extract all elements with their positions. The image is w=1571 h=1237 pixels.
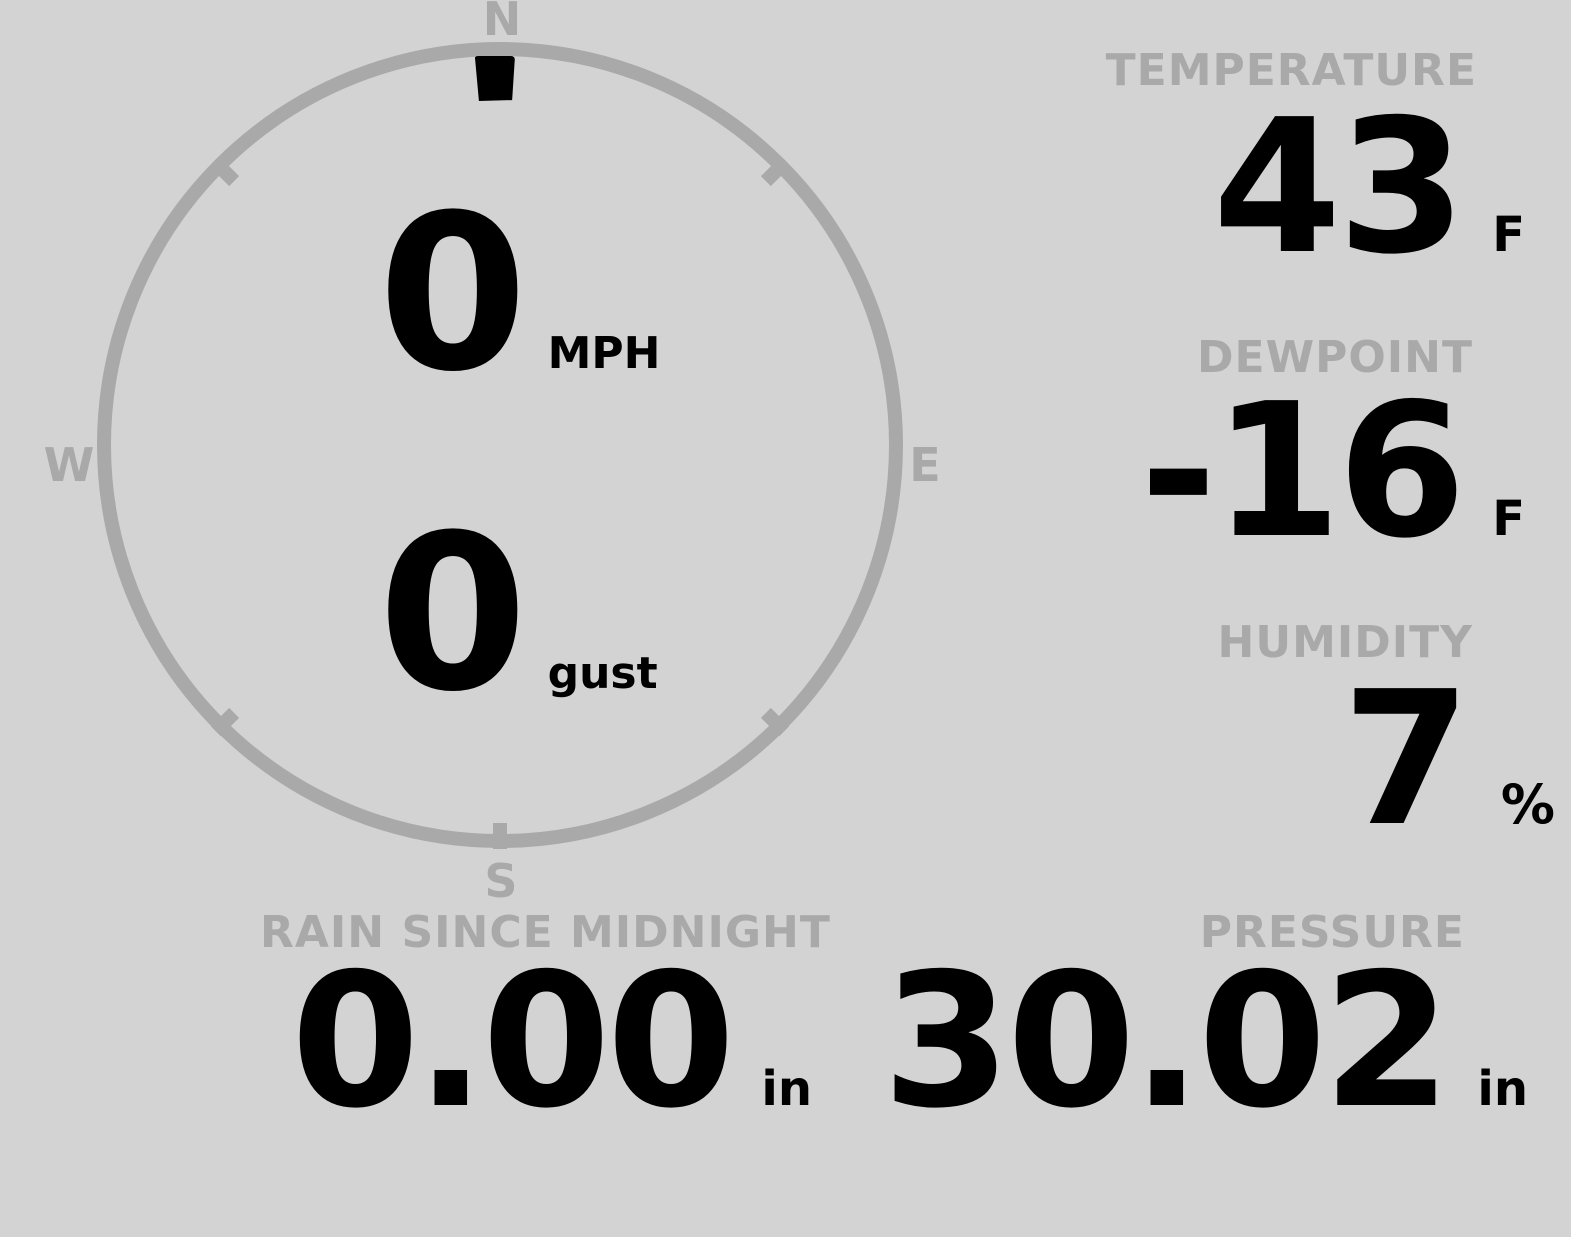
wind-direction-pointer-icon xyxy=(474,56,515,101)
dewpoint-readout: -16 F xyxy=(1140,379,1525,564)
cardinal-label-north: N xyxy=(482,0,522,46)
temperature-unit: F xyxy=(1492,207,1525,263)
compass-tick-s xyxy=(493,823,507,849)
humidity-label: HUMIDITY xyxy=(1217,617,1473,668)
pressure-label: PRESSURE xyxy=(1199,907,1465,958)
humidity-unit: % xyxy=(1500,773,1555,836)
temperature-value: 43 xyxy=(1212,79,1466,295)
wind-gust-unit: gust xyxy=(547,648,658,699)
wind-gust-readout: 0 gust xyxy=(378,506,658,721)
rain-label: RAIN SINCE MIDNIGHT xyxy=(260,907,831,958)
dewpoint-value: -16 xyxy=(1139,363,1466,579)
pressure-unit: in xyxy=(1477,1061,1528,1117)
humidity-readout: 7 % xyxy=(1342,667,1555,852)
rain-value: 0.00 xyxy=(290,933,735,1149)
wind-speed-readout: 0 MPH xyxy=(378,186,660,401)
cardinal-label-south: S xyxy=(484,854,518,908)
temperature-readout: 43 F xyxy=(1213,95,1525,280)
cardinal-label-east: E xyxy=(909,438,941,492)
wind-speed-value: 0 xyxy=(378,168,528,419)
pressure-readout: 30.02 in xyxy=(882,949,1528,1134)
wind-speed-unit: MPH xyxy=(547,328,661,379)
dewpoint-label: DEWPOINT xyxy=(1197,332,1473,383)
rain-readout: 0.00 in xyxy=(291,949,812,1134)
rain-unit: in xyxy=(761,1061,812,1117)
temperature-label: TEMPERATURE xyxy=(1105,45,1477,96)
pressure-value: 30.02 xyxy=(882,933,1451,1149)
humidity-value: 7 xyxy=(1342,651,1471,867)
cardinal-label-west: W xyxy=(43,438,95,492)
wind-gust-value: 0 xyxy=(378,488,528,739)
dewpoint-unit: F xyxy=(1492,491,1525,547)
